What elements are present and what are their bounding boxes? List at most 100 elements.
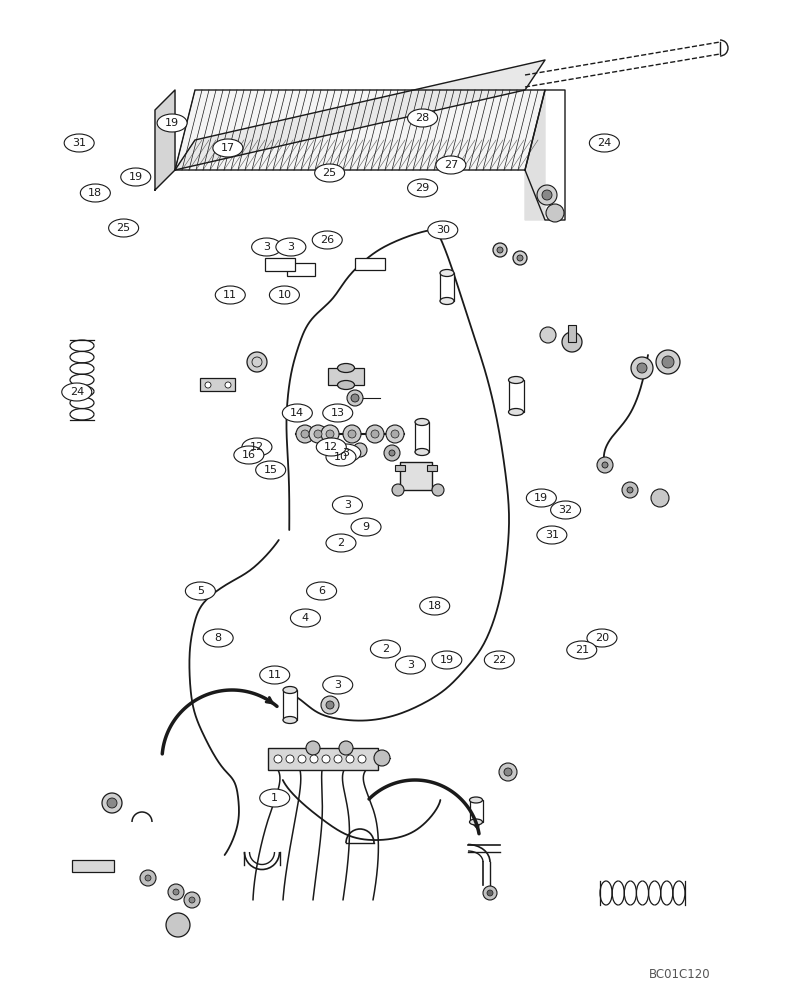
Text: 10: 10 xyxy=(277,290,292,300)
Ellipse shape xyxy=(326,534,356,552)
Text: 3: 3 xyxy=(344,500,351,510)
Text: 24: 24 xyxy=(69,387,84,397)
Circle shape xyxy=(602,462,608,468)
Ellipse shape xyxy=(587,629,617,647)
FancyBboxPatch shape xyxy=(200,378,235,391)
Circle shape xyxy=(627,487,633,493)
Ellipse shape xyxy=(526,489,557,507)
Ellipse shape xyxy=(322,676,353,694)
Circle shape xyxy=(339,741,353,755)
Bar xyxy=(440,273,454,301)
Bar xyxy=(355,258,385,270)
Text: BC01C120: BC01C120 xyxy=(649,968,711,982)
Ellipse shape xyxy=(255,461,286,479)
Text: 18: 18 xyxy=(427,601,442,611)
Ellipse shape xyxy=(550,501,581,519)
Ellipse shape xyxy=(316,438,347,456)
Ellipse shape xyxy=(322,404,353,422)
Text: 24: 24 xyxy=(597,138,612,148)
Text: 12: 12 xyxy=(250,442,264,452)
Bar xyxy=(427,465,437,471)
Ellipse shape xyxy=(80,184,111,202)
Circle shape xyxy=(537,185,557,205)
Circle shape xyxy=(637,363,647,373)
Circle shape xyxy=(173,889,179,895)
Bar xyxy=(568,325,576,342)
Bar xyxy=(265,258,295,271)
Circle shape xyxy=(321,696,339,714)
Ellipse shape xyxy=(251,238,282,256)
Ellipse shape xyxy=(436,156,466,174)
Circle shape xyxy=(145,875,151,881)
Ellipse shape xyxy=(338,380,355,389)
Circle shape xyxy=(310,755,318,763)
Circle shape xyxy=(656,350,680,374)
Ellipse shape xyxy=(282,404,313,422)
Circle shape xyxy=(346,755,354,763)
Circle shape xyxy=(322,755,330,763)
Text: 2: 2 xyxy=(382,644,389,654)
Circle shape xyxy=(504,768,512,776)
Ellipse shape xyxy=(234,446,264,464)
Circle shape xyxy=(247,352,267,372)
Text: 11: 11 xyxy=(223,290,238,300)
FancyBboxPatch shape xyxy=(72,860,114,872)
Bar xyxy=(283,690,297,720)
Ellipse shape xyxy=(427,221,458,239)
Text: 15: 15 xyxy=(263,465,278,475)
Ellipse shape xyxy=(306,582,337,600)
Circle shape xyxy=(371,430,379,438)
Circle shape xyxy=(366,425,384,443)
Text: 32: 32 xyxy=(558,505,573,515)
Text: 25: 25 xyxy=(116,223,131,233)
Polygon shape xyxy=(155,90,175,190)
Circle shape xyxy=(326,430,334,438)
Circle shape xyxy=(189,897,195,903)
Text: 3: 3 xyxy=(263,242,270,252)
Text: 22: 22 xyxy=(492,655,507,665)
Circle shape xyxy=(386,425,404,443)
Text: 16: 16 xyxy=(242,450,256,460)
Circle shape xyxy=(225,382,231,388)
Circle shape xyxy=(140,870,156,886)
Circle shape xyxy=(351,394,359,402)
Ellipse shape xyxy=(276,238,306,256)
Ellipse shape xyxy=(508,376,524,383)
Bar xyxy=(395,465,405,471)
Bar xyxy=(509,380,524,412)
Circle shape xyxy=(546,204,564,222)
Ellipse shape xyxy=(259,666,290,684)
Text: 2: 2 xyxy=(338,538,344,548)
Text: 4: 4 xyxy=(302,613,309,623)
Ellipse shape xyxy=(283,716,297,724)
Bar xyxy=(268,748,378,770)
Circle shape xyxy=(651,489,669,507)
Ellipse shape xyxy=(269,286,300,304)
Ellipse shape xyxy=(290,609,321,627)
Circle shape xyxy=(321,425,339,443)
Ellipse shape xyxy=(215,286,246,304)
Text: 17: 17 xyxy=(221,143,235,153)
Ellipse shape xyxy=(484,651,515,669)
Circle shape xyxy=(314,430,322,438)
Ellipse shape xyxy=(440,298,454,304)
Circle shape xyxy=(517,255,523,261)
Circle shape xyxy=(487,890,493,896)
Circle shape xyxy=(432,484,444,496)
Ellipse shape xyxy=(120,168,151,186)
Ellipse shape xyxy=(242,438,272,456)
Text: 13: 13 xyxy=(330,408,345,418)
Circle shape xyxy=(391,430,399,438)
Text: 29: 29 xyxy=(415,183,430,193)
Circle shape xyxy=(309,425,327,443)
Ellipse shape xyxy=(431,651,462,669)
Circle shape xyxy=(348,430,356,438)
Ellipse shape xyxy=(415,448,429,456)
Ellipse shape xyxy=(157,114,187,132)
Circle shape xyxy=(493,243,507,257)
Circle shape xyxy=(497,247,503,253)
Ellipse shape xyxy=(351,518,381,536)
Ellipse shape xyxy=(370,640,401,658)
Text: 3: 3 xyxy=(288,242,294,252)
Circle shape xyxy=(562,332,582,352)
